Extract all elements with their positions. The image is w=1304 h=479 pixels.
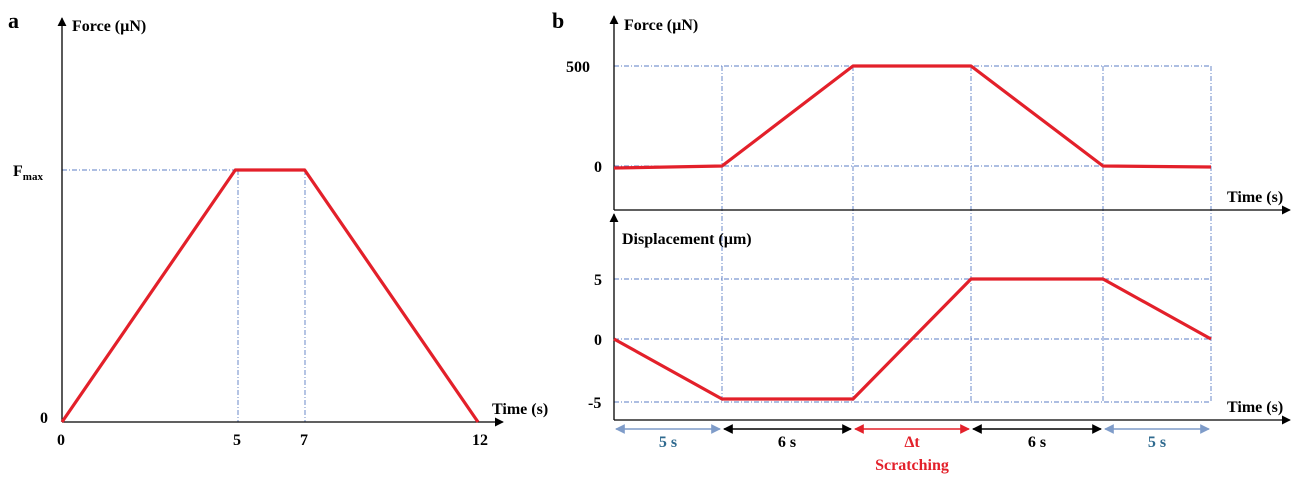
b-disp-xlabel: Time (s): [1227, 399, 1283, 416]
segment-label-2: 6 s: [778, 434, 796, 451]
segment-label-3: Δt: [904, 434, 920, 451]
b-disp-ylabel: Displacement (µm): [622, 231, 752, 248]
a-ytick-zero: 0: [40, 410, 48, 427]
segment-label-1: 5 s: [659, 434, 677, 451]
a-xtick-12: 12: [472, 432, 488, 449]
a-force-series: [60, 168, 480, 423]
a-ytick-fmax: Fmax: [13, 163, 43, 183]
panel-a: a Force (µN) Time (s) 0 Fmax 0 5 7 12: [8, 8, 548, 449]
b-force-xlabel: Time (s): [1227, 189, 1283, 206]
panel-b-label: b: [552, 8, 564, 33]
segment-label-5: 5 s: [1148, 434, 1166, 451]
b-disp-ytick-m5: -5: [588, 395, 601, 412]
segment-label-4: 6 s: [1028, 434, 1046, 451]
segment-label-3-sub: Scratching: [875, 457, 949, 474]
a-xtick-7: 7: [300, 432, 308, 449]
b-force-series: [613, 64, 1212, 170]
b-disp-ytick-0: 0: [594, 332, 602, 349]
panel-b: b Force (µN) Time (s) 500 0 Displacement…: [552, 8, 1291, 474]
b-displacement-series: [613, 277, 1212, 401]
a-xlabel: Time (s): [492, 401, 548, 418]
panel-a-label: a: [8, 8, 19, 33]
b-force-ytick-0: 0: [594, 159, 602, 176]
b-force-ylabel: Force (µN): [624, 17, 698, 34]
a-xtick-0: 0: [57, 432, 65, 449]
b-force-ytick-500: 500: [566, 59, 590, 76]
a-xtick-5: 5: [233, 432, 241, 449]
a-ylabel: Force (µN): [72, 18, 146, 35]
b-disp-ytick-5: 5: [594, 272, 602, 289]
